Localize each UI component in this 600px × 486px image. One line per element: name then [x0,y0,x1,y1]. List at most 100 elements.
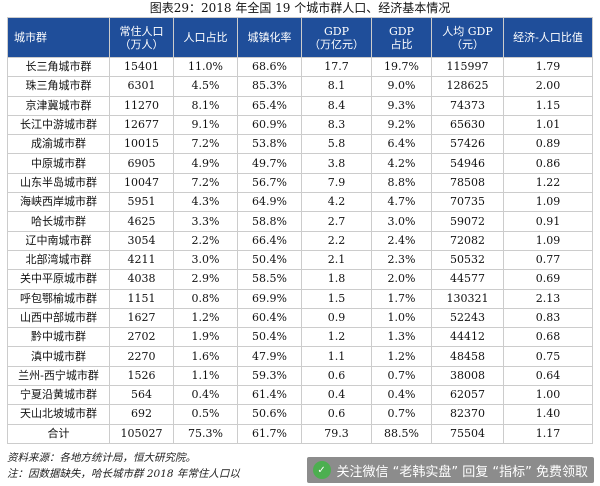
table-cell: 2270 [109,346,174,367]
table-cell: 5.8 [301,134,372,155]
table-row: 京津冀城市群 11270 8.1% 65.4% 8.4 9.3% 74373 1.15 [7,95,593,116]
table-cell: 52243 [431,307,504,329]
total-cell: 75504 [431,423,504,444]
table-cell: 59.3% [237,365,302,387]
city-cluster-name: 兰州-西宁城市群 [7,365,110,387]
table-row: 山东半岛城市群 10047 7.2% 56.7% 7.9 8.8% 78508 1.22 [7,172,593,194]
table-row: 珠三角城市群 6301 4.5% 85.3% 8.1 9.0% 128625 2.00 [7,76,593,97]
table-cell: 9.0% [371,76,432,97]
table-cell: 2.00 [503,76,593,97]
table-cell: 44577 [431,269,504,290]
table-row: 哈长城市群 4625 3.3% 58.8% 2.7 3.0% 59072 0.91 [7,211,593,232]
table-cell: 57426 [431,134,504,155]
table-cell: 2.0% [371,269,432,290]
table-cell: 44412 [431,327,504,348]
city-cluster-name: 山东半岛城市群 [7,172,110,194]
wechat-icon: ✓ [312,461,331,479]
table-cell: 2.4% [371,230,432,251]
data-note: 注：因数据缺失，哈长城市群 2018 年常住人口以 [7,468,240,480]
table-cell: 0.4% [371,385,432,406]
total-cell: 1.17 [503,423,593,444]
city-cluster-name: 海峡西岸城市群 [7,192,110,213]
table-cell: 1151 [109,288,174,309]
table-cell: 564 [109,385,174,406]
footnotes: 资料来源：各地方统计局，恒大研究院。 注：因数据缺失，哈长城市群 2018 年常… [7,450,240,482]
total-cell: 105027 [109,423,174,444]
table-cell: 4.7% [371,192,432,213]
table-cell: 0.91 [503,211,593,232]
table-cell: 68.6% [237,56,302,78]
table-cell: 11.0% [173,56,238,78]
table-cell: 7.9 [301,172,372,194]
table-cell: 1.01 [503,114,593,136]
table-cell: 0.6 [301,404,372,425]
table-cell: 69.9% [237,288,302,309]
data-table: 城市群 常住人口 （万人） 人口占比 城镇化率 GDP （万亿元） GDP 占比 人均 GD… [7,17,593,444]
source-note: 资料来源：各地方统计局，恒大研究院。 [7,452,196,464]
table-row: 长江中游城市群 12677 9.1% 60.9% 8.3 9.2% 65630 1.01 [7,114,593,136]
city-cluster-name: 珠三角城市群 [7,76,110,97]
table-cell: 70735 [431,192,504,213]
table-cell: 0.7% [371,365,432,387]
table-cell: 3.0% [371,211,432,232]
table-cell: 58.8% [237,211,302,232]
table-cell: 3.3% [173,211,238,232]
city-cluster-name: 山西中部城市群 [7,307,110,329]
table-cell: 1.2 [301,327,372,348]
city-cluster-name: 关中平原城市群 [7,269,110,290]
total-cell: 79.3 [301,423,372,444]
table-cell: 4.9% [173,153,238,174]
table-row: 辽中南城市群 3054 2.2% 66.4% 2.2 2.4% 72082 1.09 [7,230,593,251]
table-cell: 3.0% [173,249,238,271]
table-cell: 54946 [431,153,504,174]
city-cluster-name: 长江中游城市群 [7,114,110,136]
city-cluster-name: 辽中南城市群 [7,230,110,251]
table-cell: 0.8% [173,288,238,309]
table-row: 宁夏沿黄城市群 564 0.4% 61.4% 0.4 0.4% 62057 1.00 [7,385,593,406]
table-cell: 0.64 [503,365,593,387]
table-cell: 85.3% [237,76,302,97]
table-cell: 1.00 [503,385,593,406]
table-cell: 59072 [431,211,504,232]
table-cell: 0.69 [503,269,593,290]
table-cell: 65630 [431,114,504,136]
table-cell: 130321 [431,288,504,309]
table-cell: 65.4% [237,95,302,116]
table-cell: 48458 [431,346,504,367]
table-cell: 1.2% [371,346,432,367]
table-cell: 1.0% [371,307,432,329]
table-cell: 1.09 [503,192,593,213]
table-cell: 6.4% [371,134,432,155]
city-cluster-name: 宁夏沿黄城市群 [7,385,110,406]
table-cell: 7.2% [173,134,238,155]
table-cell: 8.3 [301,114,372,136]
table-row: 海峡西岸城市群 5951 4.3% 64.9% 4.2 4.7% 70735 1.09 [7,192,593,213]
city-cluster-name: 滇中城市群 [7,346,110,367]
table-cell: 0.89 [503,134,593,155]
table-cell: 50.4% [237,249,302,271]
total-label: 合计 [7,423,110,444]
table-cell: 8.1% [173,95,238,116]
table-cell: 38008 [431,365,504,387]
city-cluster-name: 京津冀城市群 [7,95,110,116]
table-cell: 0.75 [503,346,593,367]
table-row: 长三角城市群 15401 11.0% 68.6% 17.7 19.7% 115997 1.79 [7,56,593,78]
table-cell: 0.86 [503,153,593,174]
table-cell: 62057 [431,385,504,406]
table-cell: 0.68 [503,327,593,348]
table-cell: 1526 [109,365,174,387]
total-row: 合计 105027 75.3% 61.7% 79.3 88.5% 75504 1.17 [7,423,593,444]
table-cell: 0.4 [301,385,372,406]
city-cluster-name: 呼包鄂榆城市群 [7,288,110,309]
watermark-text: 关注微信 “老韩实盘” 回复 “指标” 免费领取 [336,464,588,480]
table-cell: 1.8 [301,269,372,290]
table-cell: 50.6% [237,404,302,425]
table-cell: 19.7% [371,56,432,78]
column-header: 常住人口 （万人） [109,17,174,58]
city-cluster-name: 成渝城市群 [7,134,110,155]
column-header: GDP （万亿元） [301,17,372,58]
table-cell: 0.9 [301,307,372,329]
column-header: 经济-人口比值 [503,17,593,58]
table-cell: 692 [109,404,174,425]
city-cluster-name: 中原城市群 [7,153,110,174]
